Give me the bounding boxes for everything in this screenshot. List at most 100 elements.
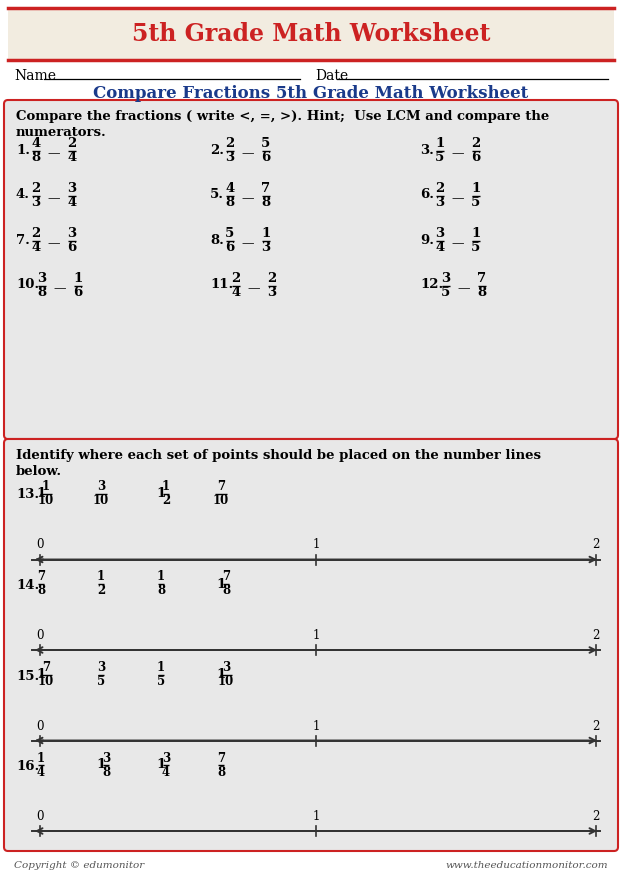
Text: 7: 7: [261, 182, 271, 195]
Text: 16.: 16.: [16, 760, 39, 773]
Text: Copyright © edumonitor: Copyright © edumonitor: [14, 860, 144, 869]
Text: 2: 2: [31, 227, 40, 240]
Text: 1: 1: [73, 272, 83, 285]
Text: 4: 4: [231, 286, 241, 299]
Text: 0: 0: [36, 538, 44, 552]
Text: 0: 0: [36, 629, 44, 642]
Text: 2: 2: [231, 272, 241, 285]
Text: 5: 5: [225, 227, 234, 240]
Text: 1: 1: [261, 227, 271, 240]
Text: 15.: 15.: [16, 669, 39, 682]
Text: 10: 10: [38, 494, 54, 507]
Text: 0: 0: [36, 810, 44, 823]
Text: 1: 1: [96, 759, 105, 772]
Text: 2: 2: [471, 137, 481, 150]
Text: —: —: [242, 238, 254, 251]
Text: 3: 3: [225, 151, 234, 164]
Text: 8: 8: [37, 286, 47, 299]
Text: Compare the fractions ( write <, =, >). Hint;  Use LCM and compare the: Compare the fractions ( write <, =, >). …: [16, 110, 549, 123]
Text: 4: 4: [31, 241, 40, 254]
Text: —: —: [248, 282, 260, 296]
Text: 6: 6: [67, 241, 77, 254]
Text: 2: 2: [267, 272, 277, 285]
Text: 4.: 4.: [16, 189, 30, 202]
Text: 7: 7: [222, 571, 230, 583]
Text: 5: 5: [442, 286, 450, 299]
Text: 1: 1: [156, 487, 165, 500]
Text: 1: 1: [435, 137, 445, 150]
Text: 12.: 12.: [420, 279, 443, 291]
Text: 14.: 14.: [16, 579, 39, 592]
Text: 2: 2: [31, 182, 40, 195]
Text: 2: 2: [225, 137, 234, 150]
Text: 7: 7: [478, 272, 486, 285]
Text: —: —: [242, 147, 254, 160]
Text: 8: 8: [261, 196, 271, 209]
Text: 6: 6: [471, 151, 481, 164]
Text: 10: 10: [213, 494, 229, 507]
Text: 5: 5: [435, 151, 445, 164]
Text: 4: 4: [435, 241, 445, 254]
Text: 5th Grade Math Worksheet: 5th Grade Math Worksheet: [132, 22, 490, 46]
Text: 8: 8: [157, 584, 165, 597]
Text: 1: 1: [471, 182, 481, 195]
Text: 6.: 6.: [420, 189, 434, 202]
Text: 5: 5: [471, 241, 481, 254]
Text: 8: 8: [217, 766, 225, 779]
Text: 1: 1: [36, 487, 45, 500]
Text: 2: 2: [592, 538, 600, 552]
Text: 1: 1: [42, 480, 50, 493]
Text: 3: 3: [37, 272, 47, 285]
Text: 8: 8: [222, 584, 230, 597]
Text: 1: 1: [97, 571, 105, 583]
Text: 4: 4: [67, 196, 77, 209]
Text: 1.: 1.: [16, 144, 30, 156]
Text: 8: 8: [225, 196, 234, 209]
Text: 1: 1: [471, 227, 481, 240]
Text: Identify where each set of points should be placed on the number lines: Identify where each set of points should…: [16, 449, 541, 462]
Text: 7: 7: [37, 571, 45, 583]
Text: 3: 3: [435, 227, 445, 240]
Text: 5: 5: [471, 196, 481, 209]
Text: numerators.: numerators.: [16, 126, 107, 139]
Text: —: —: [48, 192, 60, 205]
Text: —: —: [452, 147, 464, 160]
Text: 2: 2: [592, 719, 600, 732]
Text: 7: 7: [42, 661, 50, 674]
Text: 6: 6: [261, 151, 271, 164]
Text: 4: 4: [67, 151, 77, 164]
Text: 3: 3: [97, 661, 105, 674]
Text: 1: 1: [157, 661, 165, 674]
Text: 1: 1: [216, 668, 225, 681]
FancyBboxPatch shape: [8, 8, 614, 60]
Text: 3: 3: [267, 286, 277, 299]
Text: 5: 5: [157, 675, 165, 688]
Text: 3: 3: [435, 196, 445, 209]
Text: 7: 7: [217, 752, 225, 765]
Text: —: —: [48, 238, 60, 251]
Text: 2: 2: [97, 584, 105, 597]
Text: 4: 4: [225, 182, 234, 195]
Text: 3.: 3.: [420, 144, 434, 156]
Text: 10.: 10.: [16, 279, 39, 291]
Text: 7: 7: [217, 480, 225, 493]
Text: 5: 5: [97, 675, 105, 688]
Text: Date: Date: [315, 69, 348, 83]
Text: 5.: 5.: [210, 189, 224, 202]
Text: 3: 3: [97, 480, 105, 493]
Text: 2: 2: [162, 494, 170, 507]
Text: 2: 2: [592, 629, 600, 642]
FancyBboxPatch shape: [4, 439, 618, 851]
Text: 1: 1: [312, 810, 320, 823]
Text: 3: 3: [261, 241, 271, 254]
Text: 8.: 8.: [210, 233, 224, 246]
Text: 11.: 11.: [210, 279, 233, 291]
Text: 1: 1: [216, 577, 225, 590]
Text: 13.: 13.: [16, 488, 39, 502]
Text: 1: 1: [157, 571, 165, 583]
Text: 5: 5: [261, 137, 271, 150]
Text: 10: 10: [93, 494, 109, 507]
Text: —: —: [242, 192, 254, 205]
Text: 0: 0: [36, 719, 44, 732]
Text: 8: 8: [32, 151, 40, 164]
